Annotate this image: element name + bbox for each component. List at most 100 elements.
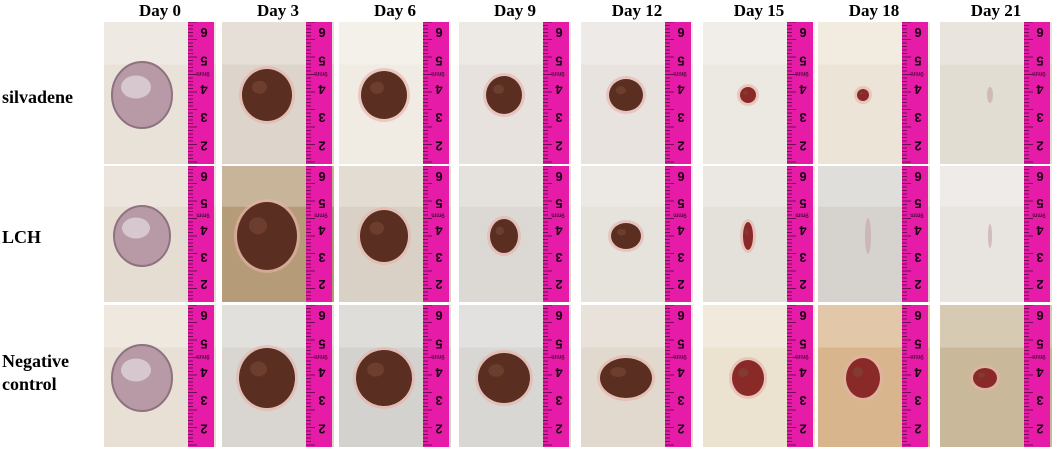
ruler: 6 5 4 3 2 9mm bbox=[665, 166, 691, 302]
ruler-tag: 9mm bbox=[795, 212, 808, 218]
ruler-number: 2 bbox=[555, 421, 562, 436]
ruler-number: 6 bbox=[555, 308, 562, 323]
ruler-number: 6 bbox=[435, 308, 442, 323]
ruler-number: 3 bbox=[318, 110, 325, 125]
ruler-number: 6 bbox=[435, 25, 442, 40]
ruler: 6 5 4 3 2 9mm bbox=[787, 305, 813, 447]
ruler-number: 5 bbox=[1036, 53, 1043, 68]
ruler-number: 6 bbox=[799, 25, 806, 40]
ruler-number: 5 bbox=[318, 53, 325, 68]
wound bbox=[846, 358, 880, 398]
ruler-number: 3 bbox=[435, 250, 442, 265]
wound-photo: 6 5 4 3 2 9mm bbox=[818, 305, 930, 447]
ruler-number: 3 bbox=[200, 250, 207, 265]
ruler-number: 6 bbox=[435, 169, 442, 184]
ruler-number: 5 bbox=[677, 53, 684, 68]
ruler-number: 5 bbox=[435, 53, 442, 68]
wound bbox=[732, 360, 764, 396]
ruler-number: 4 bbox=[200, 365, 208, 380]
ruler-number: 2 bbox=[555, 138, 562, 153]
wound bbox=[600, 358, 652, 398]
ruler-number: 3 bbox=[555, 250, 562, 265]
ruler-number: 4 bbox=[914, 223, 922, 238]
ruler-number: 6 bbox=[555, 169, 562, 184]
wound-photo: 6 5 4 3 2 9mm bbox=[703, 305, 815, 447]
row-label-negative-control: Negative control bbox=[2, 351, 69, 394]
ruler-number: 5 bbox=[1036, 196, 1043, 211]
ruler-number: 3 bbox=[677, 250, 684, 265]
ruler-number: 2 bbox=[1036, 277, 1043, 292]
ruler-tag: 9mm bbox=[910, 353, 923, 359]
ruler-number: 3 bbox=[799, 110, 806, 125]
wound-photo: 6 5 4 3 2 9mm bbox=[222, 305, 334, 447]
ruler-number: 6 bbox=[200, 169, 207, 184]
wound bbox=[609, 79, 643, 111]
wound bbox=[973, 368, 997, 388]
ruler: 6 5 4 3 2 9mm bbox=[543, 22, 569, 164]
wound-photo: 6 5 4 3 2 9mm bbox=[339, 305, 451, 447]
ruler-number: 3 bbox=[677, 393, 684, 408]
day-label: Day 9 bbox=[493, 1, 537, 20]
ruler-number: 5 bbox=[318, 336, 325, 351]
ruler-number: 6 bbox=[1036, 169, 1043, 184]
wound-photo: 6 5 4 3 2 9mm bbox=[104, 22, 216, 164]
ruler-number: 4 bbox=[914, 82, 922, 97]
ruler-number: 4 bbox=[799, 223, 807, 238]
ruler-number: 2 bbox=[435, 277, 442, 292]
ruler-number: 4 bbox=[1036, 223, 1044, 238]
wound-photo: 6 5 4 3 2 9mm bbox=[940, 22, 1052, 164]
ruler-tag: 9mm bbox=[196, 353, 209, 359]
wound bbox=[743, 222, 753, 250]
ruler-number: 2 bbox=[435, 138, 442, 153]
wound-photo: 6 5 4 3 2 9mm bbox=[940, 166, 1052, 302]
ruler-number: 2 bbox=[200, 421, 207, 436]
ruler-number: 4 bbox=[1036, 82, 1044, 97]
day-label: Day 3 bbox=[256, 1, 300, 20]
ruler: 6 5 4 3 2 9mm bbox=[188, 166, 214, 302]
ruler-number: 4 bbox=[435, 223, 443, 238]
ruler-tag: 9mm bbox=[196, 212, 209, 218]
ruler-number: 2 bbox=[555, 277, 562, 292]
wound-photo: 6 5 4 3 2 9mm bbox=[703, 166, 815, 302]
ruler-tag: 9mm bbox=[1032, 353, 1045, 359]
ruler-tag: 9mm bbox=[314, 70, 327, 76]
day-label: Day 15 bbox=[733, 1, 785, 20]
ruler-number: 2 bbox=[318, 138, 325, 153]
ruler-number: 4 bbox=[799, 365, 807, 380]
wound bbox=[490, 219, 518, 253]
wound bbox=[865, 218, 871, 254]
ruler-number: 3 bbox=[555, 110, 562, 125]
wound bbox=[988, 224, 992, 248]
ruler-number: 5 bbox=[318, 196, 325, 211]
ruler-number: 5 bbox=[555, 336, 562, 351]
ruler-number: 2 bbox=[799, 138, 806, 153]
ruler: 6 5 4 3 2 9mm bbox=[787, 22, 813, 164]
ruler-number: 5 bbox=[435, 196, 442, 211]
ruler-tag: 9mm bbox=[431, 70, 444, 76]
ruler: 6 5 4 3 2 9mm bbox=[665, 305, 691, 447]
ruler-number: 3 bbox=[1036, 110, 1043, 125]
wound-photo: 6 5 4 3 2 9mm bbox=[581, 166, 693, 302]
ruler-number: 5 bbox=[799, 336, 806, 351]
ruler-number: 2 bbox=[677, 277, 684, 292]
ruler-number: 4 bbox=[318, 365, 326, 380]
row-label-silvadene: silvadene bbox=[2, 87, 74, 107]
ruler-number: 4 bbox=[677, 82, 685, 97]
ruler-number: 2 bbox=[318, 277, 325, 292]
ruler-number: 2 bbox=[318, 421, 325, 436]
ruler: 6 5 4 3 2 9mm bbox=[423, 166, 449, 302]
ruler-number: 2 bbox=[914, 277, 921, 292]
ruler-tag: 9mm bbox=[673, 353, 686, 359]
ruler-number: 3 bbox=[799, 250, 806, 265]
ruler-number: 3 bbox=[799, 393, 806, 408]
wound-photo: 6 5 4 3 2 9mm bbox=[459, 305, 571, 447]
ruler-number: 5 bbox=[914, 53, 921, 68]
ruler-number: 2 bbox=[1036, 421, 1043, 436]
ruler-number: 3 bbox=[200, 110, 207, 125]
ruler-number: 3 bbox=[914, 250, 921, 265]
wound bbox=[740, 87, 756, 103]
ruler-number: 6 bbox=[1036, 25, 1043, 40]
ruler-tag: 9mm bbox=[551, 353, 564, 359]
ruler-tag: 9mm bbox=[673, 70, 686, 76]
ruler-tag: 9mm bbox=[1032, 212, 1045, 218]
